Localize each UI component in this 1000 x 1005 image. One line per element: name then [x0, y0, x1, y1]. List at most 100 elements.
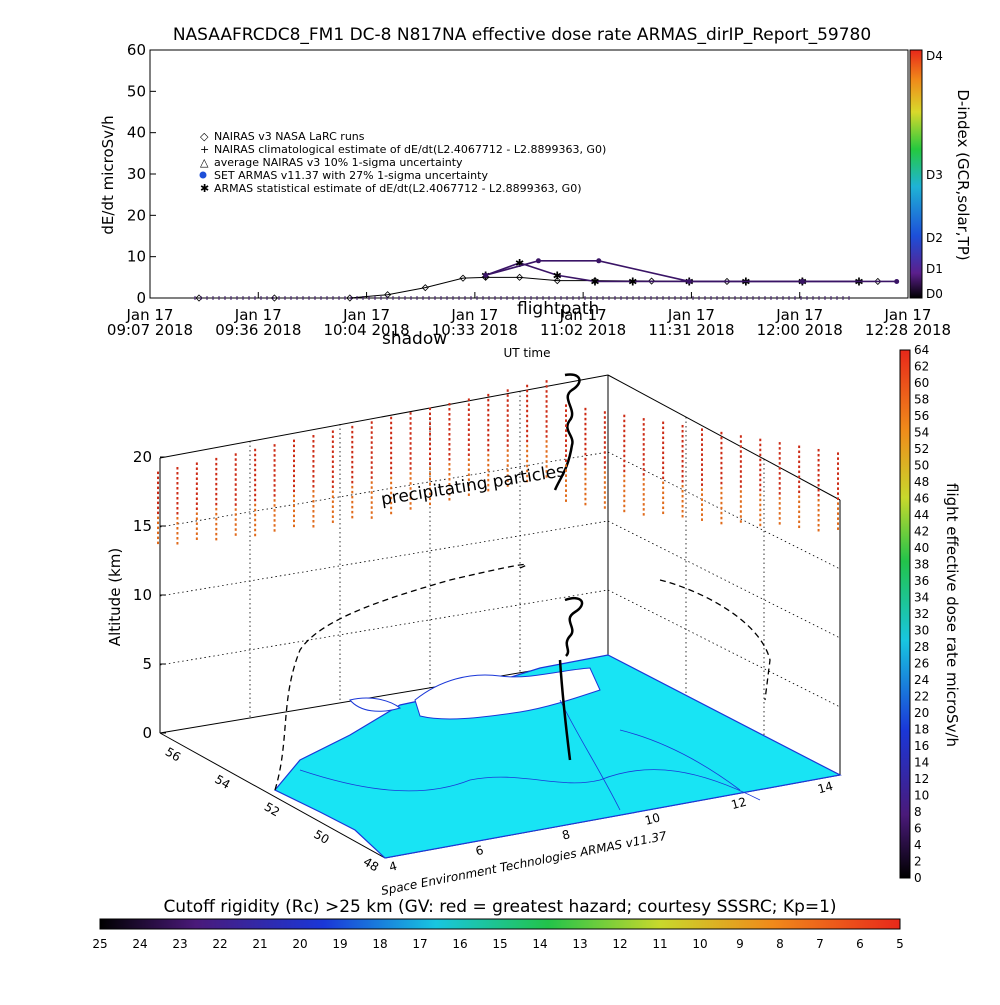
dose-tick-label: 14 — [914, 756, 929, 770]
map-borders — [299, 699, 761, 811]
rigidity-tick-label: 22 — [212, 937, 227, 951]
top-legend: ◇ NAIRAS v3 NASA LaRC runs + NAIRAS clim… — [199, 130, 606, 195]
rigidity-tick-label: 15 — [492, 937, 507, 951]
rigidity-tick-label: 25 — [92, 937, 107, 951]
x-tick-date: Jan 17 — [450, 306, 498, 324]
dose-tick-label: 58 — [914, 393, 929, 407]
svg-text:△: △ — [200, 156, 209, 169]
legend-entry-5: ARMAS statistical estimate of dE/dt(L2.4… — [214, 182, 581, 195]
data-point — [459, 274, 467, 282]
altitude-tick-label: 5 — [142, 655, 152, 673]
longitude-tick-label: 14 — [816, 779, 834, 796]
x-tick-time: 11:02 2018 — [540, 321, 626, 339]
y-tick-label: 20 — [127, 206, 146, 224]
dose-tick-label: 62 — [914, 360, 929, 374]
y-tick-label: 50 — [127, 82, 146, 100]
dose-tick-label: 6 — [914, 822, 922, 836]
latitude-tick-label: 52 — [262, 800, 282, 820]
dose-tick-label: 8 — [914, 805, 922, 819]
shadow-track — [274, 563, 771, 791]
data-point — [553, 277, 561, 285]
altitude-tick-label: 0 — [142, 724, 152, 742]
dose-tick-label: 56 — [914, 409, 929, 423]
dose-tick-label: 38 — [914, 558, 929, 572]
x-tick-date: Jan 17 — [667, 306, 715, 324]
data-point — [874, 277, 882, 286]
x-tick-date: Jan 17 — [775, 306, 823, 324]
dose-tick-label: 44 — [914, 508, 929, 522]
dose-tick-label: 26 — [914, 657, 929, 671]
dose-tick-label: 18 — [914, 723, 929, 737]
x-tick-time: 09:36 2018 — [215, 321, 301, 339]
rigidity-tick-label: 14 — [532, 937, 547, 951]
x-tick-time: 12:28 2018 — [865, 321, 951, 339]
chart-title: NASAAFRCDC8_FM1 DC-8 N817NA effective do… — [173, 25, 871, 45]
svg-text:+: + — [200, 143, 209, 156]
dose-tick-label: 64 — [914, 343, 929, 357]
rigidity-tick-label: 20 — [292, 937, 307, 951]
dose-colorbar-ticks: 0246810121416182022242628303234363840424… — [914, 343, 929, 885]
legend-entry-1: NAIRAS v3 NASA LaRC runs — [214, 130, 365, 143]
x-tick-date: Jan 17 — [126, 306, 174, 324]
longitude-tick-label: 4 — [388, 859, 399, 875]
annotation-flightpath: flightpath — [517, 299, 599, 319]
dindex-tick-label: D1 — [926, 262, 943, 276]
data-point — [516, 273, 524, 281]
data-point: ✱ — [515, 257, 524, 270]
x-tick-time: 11:31 2018 — [648, 321, 734, 339]
top-y-ticks: 0 10 20 30 40 50 60 — [127, 41, 156, 307]
dose-tick-label: 20 — [914, 706, 929, 720]
dose-tick-label: 30 — [914, 624, 929, 638]
altitude-ticks: 0 5 10 15 20 — [133, 448, 166, 742]
latitude-tick-label: 56 — [163, 745, 183, 765]
rigidity-tick-label: 18 — [372, 937, 387, 951]
rigidity-tick-label: 17 — [412, 937, 427, 951]
rigidity-tick-label: 24 — [132, 937, 147, 951]
data-point — [535, 258, 541, 264]
dose-tick-label: 40 — [914, 541, 929, 555]
annotation-shadow: shadow — [382, 329, 447, 349]
longitude-tick-label: 12 — [730, 795, 748, 812]
rigidity-tick-label: 11 — [652, 937, 667, 951]
top-y-axis-label: dE/dt microSv/h — [99, 115, 117, 234]
latitude-tick-label: 48 — [361, 855, 381, 875]
longitude-tick-label: 8 — [560, 827, 571, 843]
longitude-ticks: 4 6 8 10 12 14 — [388, 779, 835, 874]
rigidity-tick-label: 10 — [692, 937, 707, 951]
data-point — [894, 278, 900, 284]
dindex-tick-label: D4 — [926, 49, 943, 63]
3d-grid — [159, 391, 841, 737]
data-point — [346, 294, 354, 302]
rigidity-colorbar-label: Cutoff rigidity (Rc) >25 km (GV: red = g… — [163, 897, 836, 917]
x-tick-time: 10:04 2018 — [323, 321, 409, 339]
dindex-tick-label: D3 — [926, 168, 943, 182]
dose-tick-label: 22 — [914, 690, 929, 704]
rigidity-colorbar — [99, 918, 901, 930]
rigidity-tick-label: 5 — [896, 937, 904, 951]
y-tick-label: 30 — [127, 165, 146, 183]
rigidity-tick-label: 8 — [776, 937, 784, 951]
altitude-axis-label: Altitude (km) — [106, 548, 124, 646]
series-line — [199, 276, 878, 299]
altitude-tick-label: 15 — [133, 517, 152, 535]
flightpath-line — [553, 373, 584, 761]
rigidity-tick-label: 23 — [172, 937, 187, 951]
top-x-axis-label: UT time — [503, 346, 550, 360]
rigidity-tick-label: 21 — [252, 937, 267, 951]
latitude-tick-label: 54 — [212, 772, 232, 792]
longitude-tick-label: 6 — [474, 843, 485, 859]
legend-entry-2: NAIRAS climatological estimate of dE/dt(… — [214, 143, 606, 156]
dose-tick-label: 34 — [914, 591, 929, 605]
x-tick-date: Jan 17 — [342, 306, 390, 324]
map-floor-cyan — [274, 654, 842, 859]
dose-tick-label: 16 — [914, 739, 929, 753]
x-tick-time: 10:33 2018 — [432, 321, 518, 339]
y-tick-label: 60 — [127, 41, 146, 59]
x-tick-date: Jan 17 — [884, 306, 932, 324]
rigidity-tick-label: 13 — [572, 937, 587, 951]
y-tick-label: 40 — [127, 124, 146, 142]
data-point — [384, 291, 392, 299]
legend-entry-3: average NAIRAS v3 10% 1-sigma uncertaint… — [214, 156, 463, 169]
x-tick-date: Jan 17 — [234, 306, 282, 324]
